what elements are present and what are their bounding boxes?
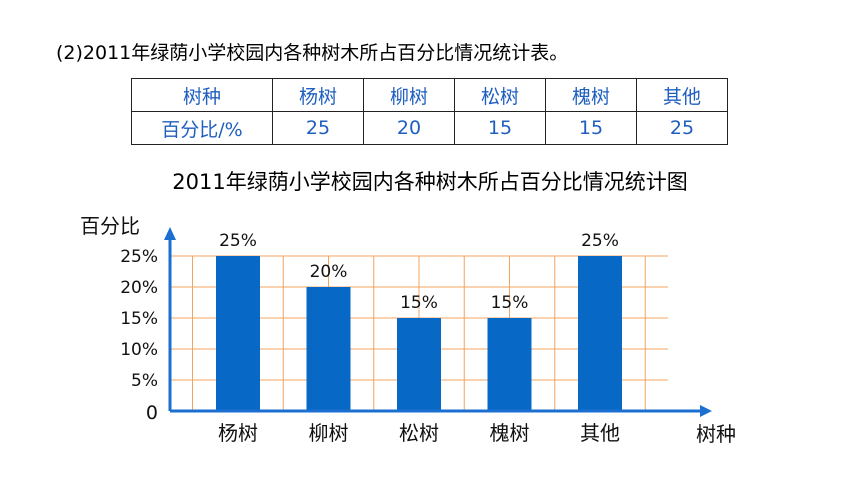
table-cell: 树种	[131, 78, 273, 112]
bar	[306, 287, 351, 411]
bar	[397, 318, 441, 411]
x-axis-title: 树种	[696, 422, 736, 446]
chart-title: 2011年绿荫小学校园内各种树木所占百分比情况统计图	[172, 170, 688, 194]
x-tick-label: 槐树	[490, 421, 530, 445]
table-cell: 25	[272, 111, 364, 145]
table-cell: 15	[454, 111, 546, 145]
percentage-table: 树种 杨树 柳树 松树 槐树 其他 百分比/% 25 20 15 15 25	[131, 78, 728, 145]
y-tick-label: 10%	[120, 340, 158, 360]
table-cell: 柳树	[363, 78, 455, 112]
y-axis-arrow-icon	[164, 227, 176, 240]
x-axis-arrow-icon	[700, 405, 712, 417]
table-cell: 20	[363, 111, 455, 145]
data-label: 20%	[310, 262, 348, 282]
table-row: 百分比/% 25 20 15 15 25	[131, 111, 728, 145]
data-label: 25%	[219, 231, 257, 251]
bar	[578, 256, 622, 411]
table-cell: 25	[636, 111, 728, 145]
data-label: 15%	[400, 293, 438, 313]
table-row: 树种 杨树 柳树 松树 槐树 其他	[131, 78, 728, 112]
x-tick-label: 松树	[399, 421, 439, 445]
table-cell: 15	[545, 111, 637, 145]
data-label: 25%	[581, 231, 619, 251]
table-cell: 百分比/%	[131, 111, 273, 145]
y-tick-label: 15%	[120, 309, 158, 329]
y-tick-label: 5%	[131, 371, 158, 391]
bar	[487, 318, 532, 411]
table-cell: 杨树	[272, 78, 364, 112]
bar	[216, 256, 260, 411]
y-tick-label: 20%	[120, 278, 158, 298]
table-heading: (2)2011年绿荫小学校园内各种树木所占百分比情况统计表。	[56, 42, 569, 64]
chart-labels: 25% 杨树 20% 柳树 15% 松树 15% 槐树 25% 其他 0 5% 10% 15% 20% 25%…	[80, 214, 736, 446]
y-axis-title: 百分比	[80, 214, 140, 238]
y-tick-label: 0	[146, 402, 158, 424]
y-tick-label: 25%	[120, 247, 158, 267]
bar-series	[216, 256, 622, 411]
data-label: 15%	[491, 293, 529, 313]
chart-axes	[164, 227, 712, 417]
table-cell: 松树	[454, 78, 546, 112]
x-tick-label: 柳树	[309, 421, 349, 445]
x-tick-label: 杨树	[218, 421, 258, 445]
x-tick-label: 其他	[580, 421, 620, 445]
